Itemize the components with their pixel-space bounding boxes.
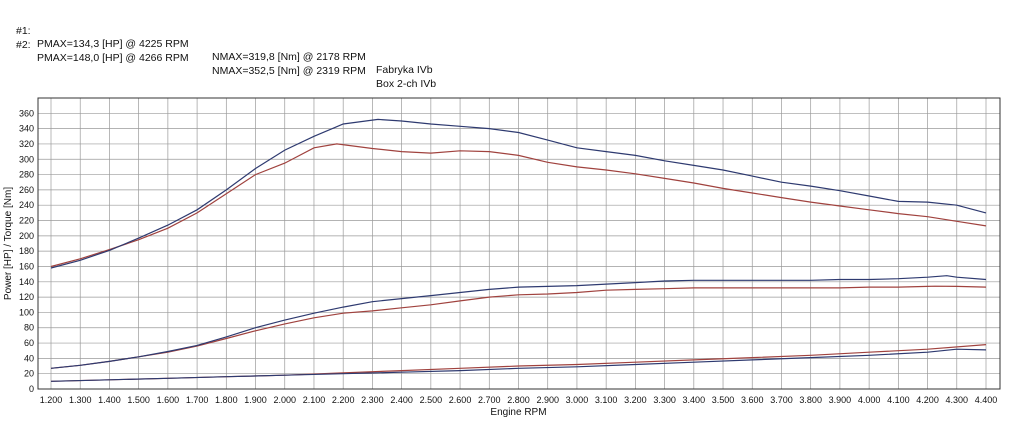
x-tick-label: 4.000	[858, 395, 881, 405]
x-tick-label: 1.200	[40, 395, 63, 405]
plot-area	[38, 98, 1000, 389]
y-tick-label: 300	[19, 154, 34, 164]
y-tick-label: 220	[19, 216, 34, 226]
y-tick-label: 120	[19, 292, 34, 302]
y-tick-label: 360	[19, 108, 34, 118]
x-tick-label: 2.200	[332, 395, 355, 405]
x-tick-label: 4.400	[975, 395, 998, 405]
header-row-1: #1: PMAX=134,3 [HP] @ 4225 RPM NMAX=319,…	[16, 12, 433, 77]
x-tick-label: 2.300	[361, 395, 384, 405]
y-tick-label: 0	[29, 384, 34, 394]
y-tick-label: 320	[19, 139, 34, 149]
y-tick-label: 160	[19, 261, 34, 271]
x-tick-label: 2.000	[273, 395, 296, 405]
nmax-2: NMAX=352,5 [Nm] @ 2319 RPM	[212, 65, 366, 77]
y-tick-label: 280	[19, 170, 34, 180]
x-tick-label: 1.800	[215, 395, 238, 405]
x-tick-label: 2.500	[420, 395, 443, 405]
x-tick-label: 1.700	[186, 395, 209, 405]
y-tick-label: 140	[19, 277, 34, 287]
x-tick-label: 2.900	[536, 395, 559, 405]
x-tick-label: 2.600	[449, 395, 472, 405]
x-axis-label: Engine RPM	[490, 407, 546, 418]
y-tick-label: 100	[19, 307, 34, 317]
nmax-1: NMAX=319,8 [Nm] @ 2178 RPM	[212, 51, 366, 63]
x-tick-label: 3.700	[770, 395, 793, 405]
run-id-2: #2:	[16, 39, 31, 51]
y-tick-label: 340	[19, 124, 34, 134]
x-tick-label: 4.200	[916, 395, 939, 405]
x-tick-label: 3.500	[712, 395, 735, 405]
x-tick-label: 3.100	[595, 395, 618, 405]
run-name-2: Box 2-ch IVb	[376, 78, 437, 90]
y-tick-label: 260	[19, 185, 34, 195]
x-tick-label: 3.200	[624, 395, 647, 405]
y-axis-label: Power [HP] / Torque [Nm]	[3, 187, 14, 300]
y-tick-label: 180	[19, 246, 34, 256]
x-tick-label: 2.700	[478, 395, 501, 405]
header-row-2: #2: PMAX=148,0 [HP] @ 4266 RPM NMAX=352,…	[16, 26, 436, 91]
y-tick-label: 60	[24, 338, 34, 348]
y-tick-label: 240	[19, 200, 34, 210]
x-tick-label: 2.100	[303, 395, 326, 405]
x-tick-label: 3.300	[653, 395, 676, 405]
y-tick-label: 200	[19, 231, 34, 241]
pmax-1: PMAX=134,3 [HP] @ 4225 RPM	[37, 38, 189, 50]
x-tick-label: 4.100	[887, 395, 910, 405]
pmax-2: PMAX=148,0 [HP] @ 4266 RPM	[37, 52, 189, 64]
run-id-1: #1:	[16, 25, 31, 37]
series-line-run-2	[50, 348, 987, 382]
y-tick-label: 40	[24, 353, 34, 363]
x-tick-label: 3.600	[741, 395, 764, 405]
x-tick-label: 1.400	[98, 395, 121, 405]
x-tick-label: 1.500	[127, 395, 150, 405]
series-line-run-1	[50, 285, 987, 369]
series-line-run-1	[50, 143, 987, 268]
x-tick-label: 3.400	[683, 395, 706, 405]
y-tick-label: 20	[24, 369, 34, 379]
plot-frame	[37, 97, 1001, 390]
y-tick-label: 80	[24, 323, 34, 333]
x-tick-label: 3.900	[829, 395, 852, 405]
x-tick-label: 3.800	[799, 395, 822, 405]
x-tick-label: 2.800	[507, 395, 530, 405]
x-tick-label: 1.600	[157, 395, 180, 405]
x-tick-label: 4.300	[946, 395, 969, 405]
series-line-run-2	[50, 118, 987, 269]
x-tick-label: 1.300	[69, 395, 92, 405]
x-tick-label: 2.400	[390, 395, 413, 405]
x-tick-label: 3.000	[566, 395, 589, 405]
run-name-1: Fabryka IVb	[376, 64, 433, 76]
x-tick-label: 1.900	[244, 395, 267, 405]
series-line-run-2	[50, 275, 987, 369]
